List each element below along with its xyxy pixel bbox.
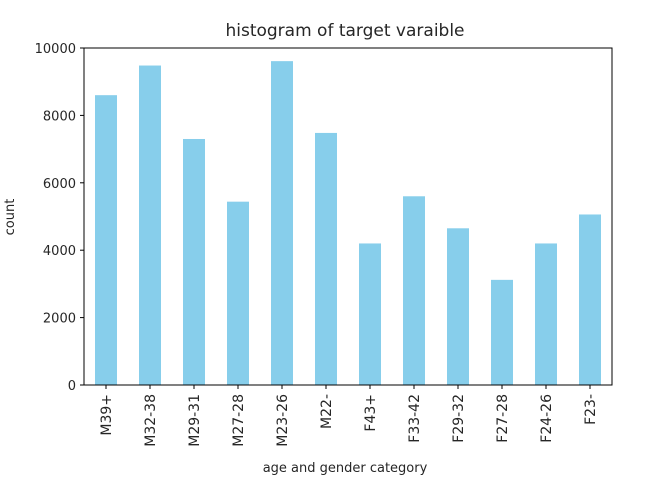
bars-group xyxy=(95,61,601,386)
x-tick-label: F24-26 xyxy=(539,394,555,443)
y-tick-label: 2000 xyxy=(43,312,76,327)
x-tick-label: M29-31 xyxy=(187,394,203,447)
x-tick-label: M39+ xyxy=(99,394,115,436)
bar-M27-28 xyxy=(227,201,249,385)
plot-frame xyxy=(83,47,613,386)
y-tick-label: 0 xyxy=(68,379,76,394)
y-tick-label: 6000 xyxy=(43,177,76,192)
y-tick-label: 8000 xyxy=(43,109,76,124)
x-tick-label: M23-26 xyxy=(275,394,291,447)
x-tick-label: F23- xyxy=(583,394,599,425)
bar-F43+ xyxy=(359,243,381,385)
x-tick-label: F33-42 xyxy=(407,394,423,443)
y-axis: 0 2000 4000 6000 8000 10000 xyxy=(35,42,84,394)
bar-F23- xyxy=(579,214,601,385)
bar-M29-31 xyxy=(183,138,205,385)
y-tick-label: 10000 xyxy=(35,42,76,57)
x-tick-label: M27-28 xyxy=(231,394,247,447)
bar-F33-42 xyxy=(403,196,425,385)
bar-F27-28 xyxy=(491,279,513,385)
bar-F29-32 xyxy=(447,228,469,385)
x-axis-label: age and gender category xyxy=(263,461,428,476)
x-tick-label: F43+ xyxy=(363,394,379,432)
x-tick-label: F29-32 xyxy=(451,394,467,443)
bar-M22- xyxy=(315,132,337,385)
y-axis-label: count xyxy=(3,199,18,236)
bar-M23-26 xyxy=(271,61,293,385)
bar-F24-26 xyxy=(535,243,557,385)
x-axis: M39+ M32-38 M29-31 M27-28 M23-26 M22- F43+ F33-… xyxy=(99,385,599,447)
x-tick-label: M32-38 xyxy=(143,394,159,447)
bar-M32-38 xyxy=(139,65,161,386)
y-tick-label: 4000 xyxy=(43,244,76,259)
x-tick-label: F27-28 xyxy=(495,394,511,443)
x-tick-label: M22- xyxy=(319,394,335,429)
chart-title: histogram of target varaible xyxy=(225,21,464,41)
bar-M39+ xyxy=(95,95,117,386)
